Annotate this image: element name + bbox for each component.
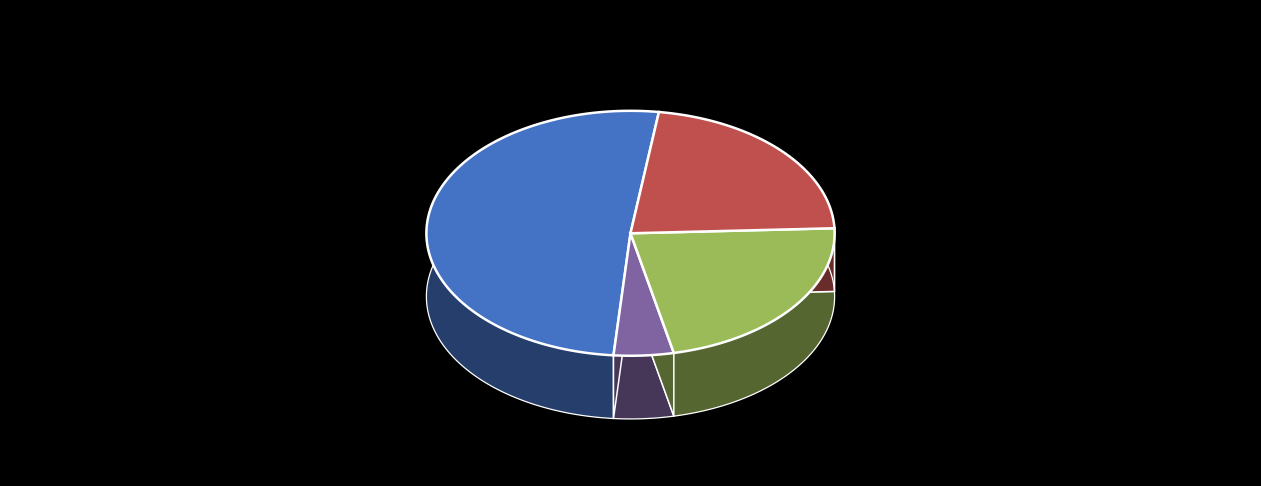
Polygon shape [614, 233, 673, 356]
Polygon shape [630, 233, 673, 416]
Polygon shape [426, 111, 660, 418]
Polygon shape [426, 111, 660, 355]
Polygon shape [630, 228, 835, 353]
Polygon shape [614, 233, 630, 418]
Ellipse shape [426, 174, 835, 419]
Polygon shape [614, 233, 630, 418]
Polygon shape [630, 112, 660, 296]
Polygon shape [660, 112, 835, 292]
Polygon shape [614, 353, 673, 419]
Polygon shape [630, 112, 835, 233]
Polygon shape [673, 228, 835, 416]
Polygon shape [630, 112, 660, 296]
Polygon shape [630, 233, 673, 416]
Polygon shape [630, 228, 835, 296]
Polygon shape [630, 228, 835, 296]
